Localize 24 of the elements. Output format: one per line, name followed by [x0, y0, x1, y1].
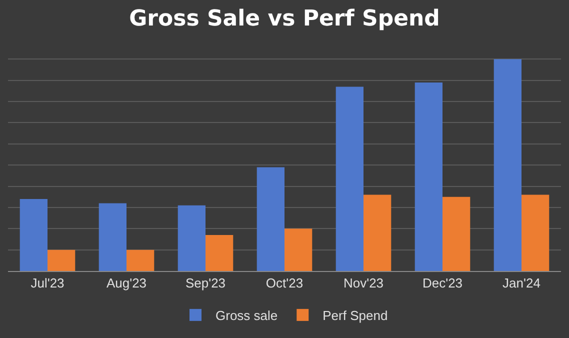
- x-tick-label: Nov'23: [343, 276, 384, 291]
- x-tick-label: Jan'24: [502, 276, 540, 291]
- legend-label: Gross sale: [216, 308, 278, 324]
- legend-label: Perf Spend: [322, 308, 388, 324]
- bar: [98, 203, 126, 271]
- bar: [284, 228, 312, 271]
- chart-title: Gross Sale vs Perf Spend: [129, 6, 440, 32]
- bar: [364, 194, 392, 271]
- x-tick-label: Aug'23: [106, 276, 147, 291]
- bar: [256, 167, 284, 271]
- bar: [206, 234, 234, 271]
- x-tick-label: Oct'23: [266, 276, 304, 291]
- bar: [336, 86, 364, 271]
- bar: [20, 198, 48, 271]
- bar: [414, 82, 442, 271]
- bar: [48, 250, 76, 271]
- x-tick-label: Dec'23: [422, 276, 463, 291]
- bar: [126, 250, 154, 271]
- bar: [522, 194, 550, 271]
- x-tick-label: Sep'23: [185, 276, 226, 291]
- bar: [178, 205, 206, 271]
- bar: [442, 196, 470, 271]
- bar: [494, 59, 522, 271]
- x-tick-label: Jul'23: [30, 276, 64, 291]
